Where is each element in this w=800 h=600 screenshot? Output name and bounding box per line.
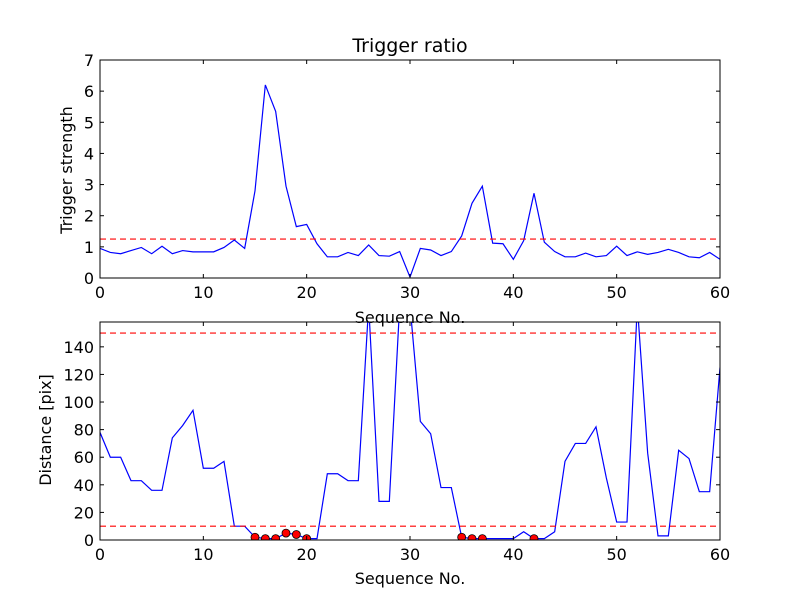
data-point [291, 530, 301, 539]
y-tick-label: 20 [74, 503, 94, 522]
x-tick-label: 30 [400, 283, 420, 302]
series-line [100, 84, 720, 278]
x-tick-label: 40 [503, 283, 523, 302]
y-axis-label: Distance [pix] [36, 374, 55, 486]
data-point [250, 532, 260, 540]
plot-frame [99, 59, 721, 279]
chart-title: Trigger ratio [351, 35, 467, 57]
x-tick-label: 0 [95, 545, 105, 564]
y-tick-label: 2 [84, 207, 94, 226]
x-tick-label: 50 [606, 283, 626, 302]
data-point [477, 534, 487, 540]
x-tick-label: 10 [193, 545, 213, 564]
x-tick-label: 30 [400, 545, 420, 564]
y-tick-label: 3 [84, 176, 94, 195]
y-tick-label: 40 [74, 476, 94, 495]
y-axis-label: Trigger strength [57, 106, 76, 235]
y-tick-label: 5 [84, 113, 94, 132]
x-tick-label: 20 [296, 545, 316, 564]
data-point [281, 528, 291, 538]
y-tick-label: 4 [84, 144, 94, 163]
y-tick-label: 120 [63, 365, 94, 384]
x-axis-label: Sequence No. [355, 569, 466, 588]
y-tick-label: 0 [84, 531, 94, 550]
data-point [467, 534, 477, 540]
y-tick-label: 1 [84, 238, 94, 257]
x-tick-label: 0 [95, 283, 105, 302]
x-tick-label: 40 [503, 545, 523, 564]
x-tick-label: 60 [710, 545, 730, 564]
data-point [529, 534, 539, 540]
x-tick-label: 20 [296, 283, 316, 302]
x-tick-label: 10 [193, 283, 213, 302]
series-line [100, 322, 720, 540]
y-tick-label: 0 [84, 269, 94, 288]
y-tick-label: 140 [63, 338, 94, 357]
data-point [260, 534, 270, 540]
x-tick-label: 50 [606, 545, 626, 564]
y-tick-label: 60 [74, 448, 94, 467]
y-tick-label: 80 [74, 421, 94, 440]
y-tick-label: 7 [84, 51, 94, 70]
data-point [271, 534, 281, 540]
plot-frame [99, 321, 721, 541]
y-tick-label: 100 [63, 393, 94, 412]
chart-distance: 0 10 20 30 40 50 60 0 20 40 60 80 100 120 140 Sequence… [36, 321, 730, 588]
x-tick-label: 60 [710, 283, 730, 302]
data-point [457, 532, 467, 540]
y-tick-label: 6 [84, 82, 94, 101]
